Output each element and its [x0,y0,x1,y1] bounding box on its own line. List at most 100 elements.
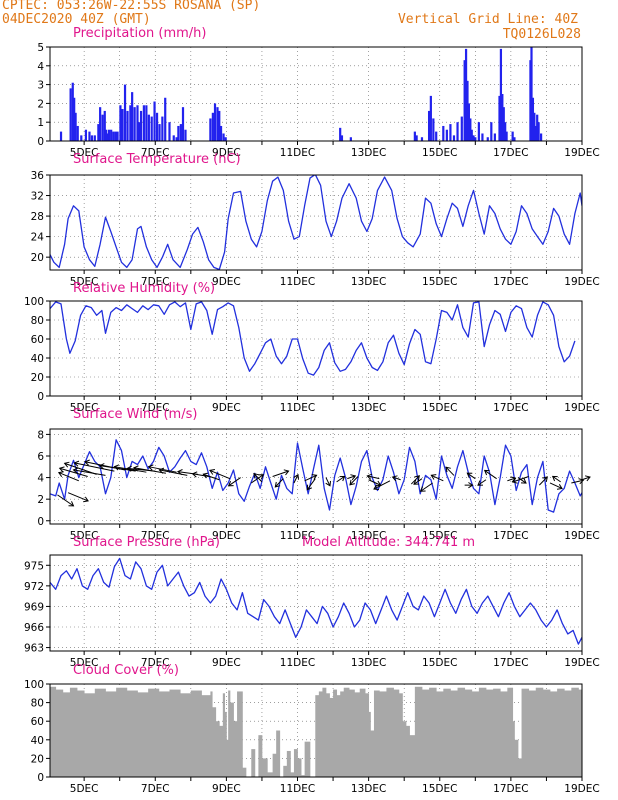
wind-arrow [250,474,264,484]
precip-xtick-label: 5DEC [70,147,99,159]
precip-bar [172,135,175,141]
cloud-xtick-label: 19DEC [564,783,599,795]
cloud-bar [485,689,494,777]
cloud-ytick-label: 80 [31,698,44,710]
wind-arrow [507,477,516,482]
cloud-bar [398,693,403,777]
cloud-bar [148,688,160,777]
wind-arrow-head [209,469,215,475]
precip-bar [513,137,516,141]
cloud-xtick-label: 15DEC [422,783,457,795]
pressure-xtick-label: 11DEC [280,657,315,669]
precip-bar [209,118,212,141]
pressure-xtick-label: 17DEC [493,657,528,669]
precip-bar [501,94,504,141]
wind-panel: Surface Wind (m/s) 0 2 4 6 8 5DEC 7DEC 9DEC 11DEC… [37,407,599,542]
precip-bar [339,127,342,141]
cloud-xtick-label: 17DEC [493,783,528,795]
cloud-data [50,686,582,777]
precip-bar [119,105,122,141]
wind-arrow-head [419,486,426,492]
cloud-bar [343,687,350,777]
wind-arrow-head [350,474,357,481]
precip-bar [460,116,463,141]
precip-bar [150,116,153,141]
wind-arrow-head [413,479,420,485]
precip-ytick-label: 1 [37,117,44,129]
precip-bar [490,122,493,141]
precip-bar [481,133,484,141]
wind-arrow [59,467,88,477]
wind-ytick-label: 6 [37,451,44,463]
wind-arrow [413,478,423,485]
cloud-ytick-label: 20 [31,753,44,765]
precip-bar [456,122,459,141]
rh-ytick-label: 100 [24,296,44,308]
precip-ytick-label: 4 [37,61,44,73]
cloud-bar [276,730,281,777]
header-grid-note: Vertical Grid Line: 40Z [397,12,578,27]
wind-arrow-head [227,481,234,487]
cloud-bar [429,687,437,777]
pressure-xtick-label: 19DEC [564,657,599,669]
temp-xtick-label: 7DEC [141,276,170,288]
precip-bar [470,129,473,141]
precip-bar [139,110,143,141]
precip-bar [486,137,489,141]
precip-bar [93,135,96,141]
cloud-xtick-label: 11DEC [280,783,315,795]
wind-ytick-label: 4 [37,473,44,485]
precip-bar [121,109,124,141]
precip-bar [413,131,416,141]
precip-bar [90,135,94,141]
wind-arrow-head [414,475,420,481]
precip-bar [435,131,438,141]
wind-arrow [512,476,529,483]
cloud-bar [514,739,519,777]
cloud-bar [105,691,117,777]
cloud-ytick-label: 100 [24,679,44,691]
wind-arrow [148,466,177,473]
temp-ytick-label: 20 [31,252,44,264]
cloud-bar [62,692,71,777]
pressure-line [50,557,582,645]
pressure-xtick-label: 9DEC [212,657,241,669]
cloud-bar [409,735,416,777]
wind-arrow [484,469,497,480]
cloud-bar [304,741,311,777]
cloud-bar [507,687,514,777]
wind-arrow [549,482,563,489]
precip-bar [445,129,448,141]
cloud-bar [224,711,227,777]
precip-bar [474,137,477,141]
rh-xtick-label: 9DEC [212,402,241,414]
wind-arrow-head [98,463,105,470]
wind-arrow [274,478,284,488]
wind-arrow-head [113,464,120,471]
cloud-bar [365,693,370,777]
pressure-ytick-label: 969 [24,601,44,613]
precip-bar [533,112,536,141]
wind-arrow-head [84,459,90,466]
rh-xtick-label: 7DEC [141,402,170,414]
rh-xtick-label: 5DEC [70,402,99,414]
cloud-bar [233,721,238,777]
precip-bar [505,131,508,141]
rh-ytick-label: 0 [37,391,44,403]
precip-bar [477,122,480,141]
rh-ytick-label: 80 [31,315,44,327]
precip-bar [472,135,475,141]
precip-bar [147,114,150,141]
wind-arrow [349,476,359,486]
cloud-bar [564,690,572,777]
precip-xtick-label: 7DEC [141,147,170,159]
cloud-bar [457,687,466,777]
precip-bar [84,129,88,141]
precip-bar [126,110,129,141]
cloud-bar [336,695,341,777]
wind-xtick-label: 11DEC [280,530,315,542]
wind-xtick-label: 17DEC [493,530,528,542]
temp-xtick-label: 9DEC [212,276,241,288]
pressure-annotation: Model Altitude: 344.741 m [302,535,475,550]
